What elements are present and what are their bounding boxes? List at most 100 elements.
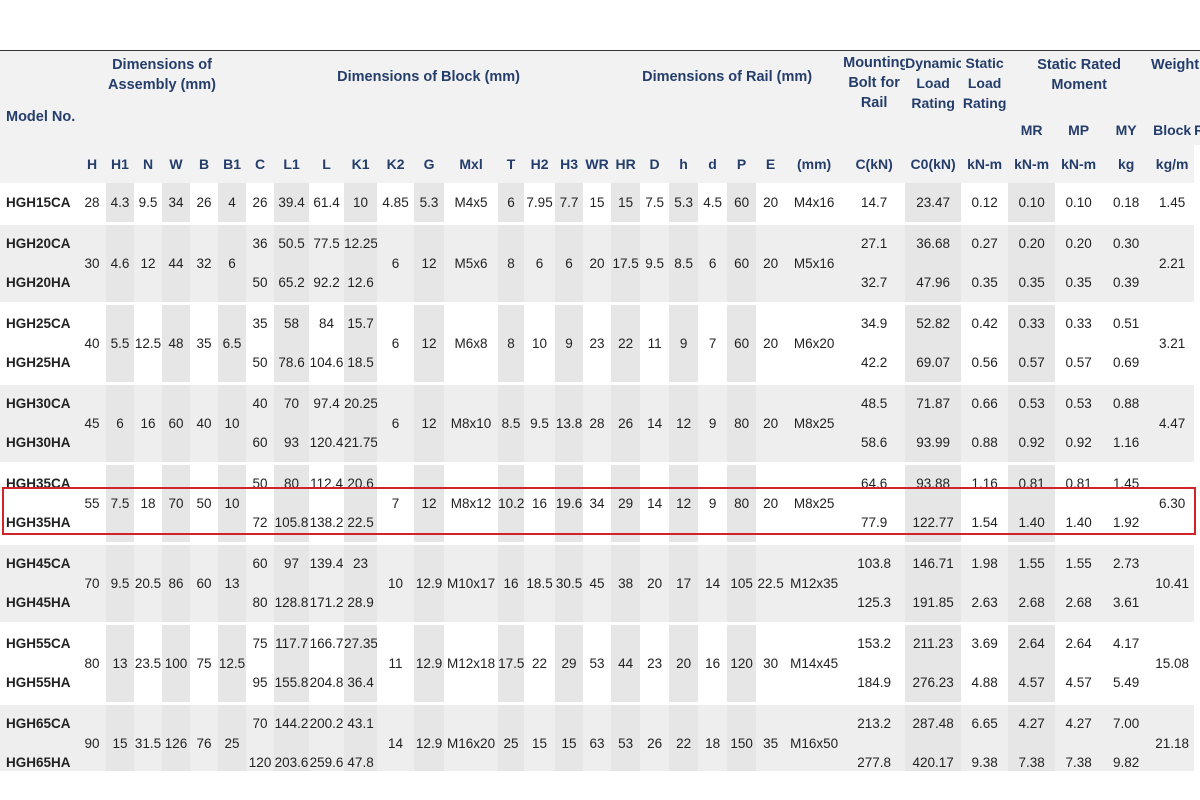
shared-cell: 63 bbox=[583, 701, 612, 771]
performance-cell: 48.5 bbox=[843, 381, 906, 423]
performance-cell: 6.65 bbox=[961, 701, 1009, 743]
shared-cell: M8x10 bbox=[444, 381, 499, 462]
block-cell: 10 bbox=[344, 183, 378, 222]
shared-cell: 7.95 bbox=[524, 183, 556, 222]
assembly-cell: 6 bbox=[106, 381, 134, 462]
assembly-cell: 45 bbox=[78, 381, 106, 462]
assembly-cell: 30 bbox=[78, 221, 106, 302]
assembly-cell: 75 bbox=[190, 621, 218, 702]
shared-cell: M16x20 bbox=[444, 701, 499, 771]
assembly-cell: 55 bbox=[78, 461, 106, 542]
assembly-cell: 13 bbox=[218, 541, 247, 622]
assembly-cell: 26 bbox=[190, 183, 218, 222]
table-row: HGH20HA 50 65.2 92.2 12.6 32.7 47.96 0.35 0.35 0.… bbox=[0, 263, 1200, 302]
performance-cell: 14.7 bbox=[843, 183, 906, 222]
assembly-cell: 4.6 bbox=[106, 221, 134, 302]
performance-cell: 0.35 bbox=[1008, 263, 1056, 302]
shared-cell: 9 bbox=[698, 381, 728, 462]
model-cell: HGH20HA bbox=[0, 263, 78, 302]
column-header: h bbox=[669, 145, 699, 183]
performance-cell: 146.71 bbox=[905, 541, 962, 583]
performance-cell: 71.87 bbox=[905, 381, 962, 423]
assembly-cell: 10 bbox=[218, 381, 247, 462]
shared-cell: M5x16 bbox=[785, 221, 844, 302]
performance-cell: 64.6 bbox=[843, 461, 906, 503]
shared-cell: 22.5 bbox=[756, 541, 786, 622]
shared-cell: 20 bbox=[756, 183, 786, 222]
assembly-cell: 76 bbox=[190, 701, 218, 771]
table-row: HGH55CA 80 13 23.5 100 75 12.5 75 117.7 166.7 27.3… bbox=[0, 621, 1200, 702]
shared-cell: 7 bbox=[377, 461, 415, 542]
block-cell: 92.2 bbox=[309, 263, 345, 302]
assembly-cell: 31.5 bbox=[134, 701, 162, 771]
assembly-cell: 48 bbox=[162, 301, 190, 382]
assembly-cell: 70 bbox=[78, 541, 106, 622]
column-header: K2 bbox=[377, 145, 415, 183]
shared-cell: 20 bbox=[756, 381, 786, 462]
assembly-cell: 4 bbox=[218, 183, 247, 222]
static-load-header: Static Load Rating bbox=[961, 51, 1009, 145]
block-cell: 120 bbox=[246, 743, 275, 771]
performance-cell: 0.92 bbox=[1055, 423, 1103, 462]
shared-cell: 8 bbox=[498, 221, 525, 302]
performance-cell: 2.64 bbox=[1008, 621, 1056, 663]
shared-cell: M6x20 bbox=[785, 301, 844, 382]
performance-cell: 2.63 bbox=[961, 583, 1009, 622]
shared-cell: 29 bbox=[555, 621, 584, 702]
block-cell: 27.35 bbox=[344, 621, 378, 663]
column-header: N bbox=[134, 145, 162, 183]
performance-cell: 5.49 bbox=[1102, 663, 1151, 702]
performance-cell: 153.2 bbox=[843, 621, 906, 663]
performance-cell: 69.07 bbox=[905, 343, 962, 382]
performance-cell: 211.23 bbox=[905, 621, 962, 663]
performance-cell: 4.57 bbox=[1008, 663, 1056, 702]
performance-cell: 0.69 bbox=[1102, 343, 1151, 382]
performance-cell: 9.82 bbox=[1102, 743, 1151, 771]
block-cell: 72 bbox=[246, 503, 275, 542]
shared-cell: 11 bbox=[377, 621, 415, 702]
table-row: HGH55HA 95 155.8 204.8 36.4 184.9 276.23 4.88 4.… bbox=[0, 663, 1200, 702]
performance-cell: 0.10 bbox=[1008, 183, 1056, 222]
shared-cell: M5x6 bbox=[444, 221, 499, 302]
shared-cell: 28 bbox=[583, 381, 612, 462]
block-cell: 70 bbox=[246, 701, 275, 743]
shared-cell: 6 bbox=[377, 301, 415, 382]
block-cell: 23 bbox=[344, 541, 378, 583]
column-header: kg/m bbox=[1150, 145, 1195, 183]
shared-cell: 20 bbox=[756, 221, 786, 302]
performance-cell: 1.40 bbox=[1055, 503, 1103, 542]
shared-cell: M12x18 bbox=[444, 621, 499, 702]
block-cell: 77.5 bbox=[309, 221, 345, 263]
model-cell: HGH30HA bbox=[0, 423, 78, 462]
shared-cell: 7.5 bbox=[640, 183, 670, 222]
shared-cell: M10x17 bbox=[444, 541, 499, 622]
shared-cell: 26 bbox=[640, 701, 670, 771]
shared-cell: 53 bbox=[611, 701, 641, 771]
column-header: G bbox=[414, 145, 445, 183]
assembly-cell: 6 bbox=[218, 221, 247, 302]
assembly-cell: 35 bbox=[190, 301, 218, 382]
block-cell: 97.4 bbox=[309, 381, 345, 423]
performance-cell: 2.68 bbox=[1008, 583, 1056, 622]
block-cell: 43.1 bbox=[344, 701, 378, 743]
performance-cell: 277.8 bbox=[843, 743, 906, 771]
block-cell: 166.7 bbox=[309, 621, 345, 663]
column-header: kN-m bbox=[1055, 145, 1103, 183]
shared-cell: 17.5 bbox=[611, 221, 641, 302]
performance-cell: 0.35 bbox=[961, 263, 1009, 302]
model-cell: HGH25CA bbox=[0, 301, 78, 343]
shared-cell: 45 bbox=[583, 541, 612, 622]
table-row: HGH30HA 60 93 120.4 21.75 58.6 93.99 0.88 0.92 0.… bbox=[0, 423, 1200, 462]
shared-cell: 6 bbox=[498, 183, 525, 222]
shared-cell: 6 bbox=[555, 221, 584, 302]
static-moment-header: Static Rated Moment bbox=[1008, 51, 1151, 115]
model-cell: HGH55CA bbox=[0, 621, 78, 663]
rail-weight-cell: 6.30 bbox=[1150, 461, 1195, 542]
assembly-cell: 100 bbox=[162, 621, 190, 702]
performance-cell: 0.10 bbox=[1055, 183, 1103, 222]
block-cell: 200.2 bbox=[309, 701, 345, 743]
performance-cell: 103.8 bbox=[843, 541, 906, 583]
assembly-cell: 7.5 bbox=[106, 461, 134, 542]
block-cell: 75 bbox=[246, 621, 275, 663]
